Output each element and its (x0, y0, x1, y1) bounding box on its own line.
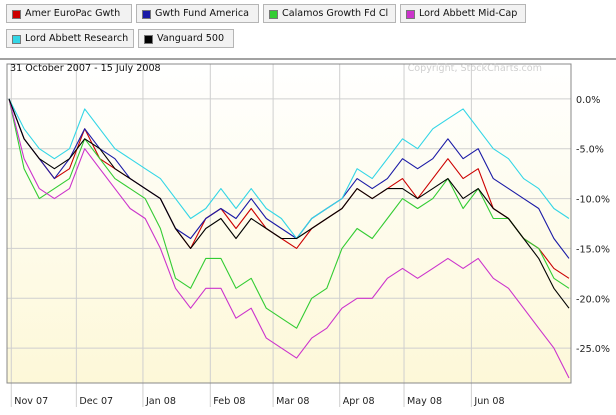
y-tick-label: -20.0% (576, 294, 610, 305)
legend-swatch (12, 35, 21, 44)
legend-swatch (142, 10, 151, 19)
y-tick-label: 0.0% (576, 95, 600, 106)
x-tick-label: Jan 08 (145, 396, 176, 407)
legend-item: Lord Abbett Research (6, 29, 134, 48)
legend-item: Calamos Growth Fd Cl (263, 4, 396, 23)
x-tick-label: Nov 07 (14, 396, 48, 407)
watermark-text: Copyright, StockCharts.com (408, 63, 542, 74)
legend-label: Lord Abbett Research (25, 33, 129, 44)
series-line-calamos-growth-fd-cl (8, 98, 570, 329)
legend-label: Calamos Growth Fd Cl (282, 8, 389, 19)
x-tick-label: Apr 08 (343, 396, 375, 407)
series-line-lord-abbett-mid-cap (8, 98, 570, 379)
series-line-lord-abbett-research (8, 98, 570, 240)
x-tick-label: Mar 08 (276, 396, 309, 407)
legend-item: Vanguard 500 (138, 29, 234, 48)
legend-swatch (144, 35, 153, 44)
legend-swatch (269, 10, 278, 19)
x-tick-label: May 08 (407, 396, 442, 407)
legend-label: Amer EuroPac Gwth (25, 8, 121, 19)
legend-item: Lord Abbett Mid-Cap (400, 4, 526, 23)
y-tick-label: -25.0% (576, 344, 610, 355)
y-tick-label: -5.0% (576, 145, 604, 156)
x-tick-label: Dec 07 (79, 396, 113, 407)
y-tick-label: -10.0% (576, 195, 610, 206)
series-line-vanguard-500 (8, 98, 570, 309)
chart-title: 31 October 2007 - 15 July 2008 (10, 63, 161, 74)
series-line-amer-europac-gwth (8, 98, 570, 279)
plot-frame (6, 63, 572, 384)
legend-label: Gwth Fund America (155, 8, 250, 19)
legend-swatch (406, 10, 415, 19)
legend-item: Amer EuroPac Gwth (6, 4, 132, 23)
x-tick-label: Jun 08 (473, 396, 504, 407)
legend-item: Gwth Fund America (136, 4, 259, 23)
x-tick-label: Feb 08 (213, 396, 245, 407)
series-line-gwth-fund-america (8, 98, 570, 259)
legend-label: Lord Abbett Mid-Cap (419, 8, 518, 19)
plot-background (7, 64, 571, 383)
legend-swatch (12, 10, 21, 19)
y-tick-label: -15.0% (576, 244, 610, 255)
legend-label: Vanguard 500 (157, 33, 225, 44)
